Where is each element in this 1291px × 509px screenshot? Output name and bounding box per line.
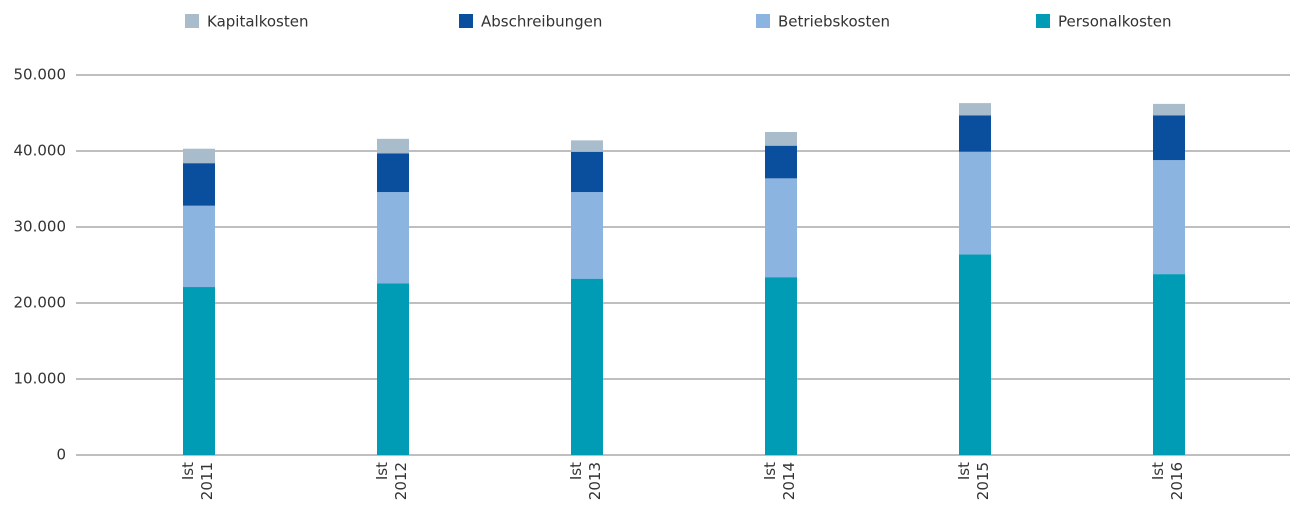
bar-segment	[377, 283, 409, 455]
bar-segment	[1153, 274, 1185, 455]
bar-segment	[377, 138, 409, 154]
bar-segment	[765, 178, 797, 278]
bar-segment	[1153, 103, 1185, 116]
bar-segment	[183, 287, 215, 455]
bar-segment	[183, 148, 215, 164]
y-tick-label: 40.000	[14, 142, 67, 160]
bar-segment	[959, 254, 991, 455]
bar-segment	[571, 140, 603, 152]
bar-segment	[1153, 160, 1185, 275]
y-tick-label: 0	[56, 446, 66, 464]
legend-label: Kapitalkosten	[207, 13, 308, 31]
y-tick-label: 10.000	[14, 370, 67, 388]
bar-segment	[765, 277, 797, 455]
y-tick-label: 20.000	[14, 294, 67, 312]
bar-segment	[183, 205, 215, 288]
bar-segment	[377, 153, 409, 193]
legend-label: Abschreibungen	[481, 13, 602, 31]
x-tick-label: Ist 2011	[179, 462, 216, 501]
legend-label: Betriebskosten	[778, 13, 890, 31]
bar-segment	[959, 151, 991, 255]
y-tick-label: 30.000	[14, 218, 67, 236]
bar-segment	[377, 192, 409, 284]
x-tick-label: Ist 2012	[373, 462, 410, 501]
bar-segment	[959, 103, 991, 116]
bar-segment	[571, 278, 603, 455]
bar-segment	[959, 115, 991, 152]
x-tick-label: Ist 2014	[761, 462, 798, 501]
bar-segment	[183, 163, 215, 206]
legend-swatch	[1036, 14, 1050, 28]
legend-swatch	[185, 14, 199, 28]
bar-segment	[571, 151, 603, 193]
legend-swatch	[459, 14, 473, 28]
bar-segment	[571, 192, 603, 279]
bar-segment	[765, 132, 797, 146]
x-tick-label: Ist 2016	[1149, 462, 1186, 501]
x-tick-label: Ist 2013	[567, 462, 604, 501]
x-tick-label: Ist 2015	[955, 462, 992, 501]
legend-swatch	[756, 14, 770, 28]
y-tick-label: 50.000	[14, 66, 67, 84]
legend-label: Personalkosten	[1058, 13, 1172, 31]
bar-segment	[1153, 115, 1185, 161]
bar-segment	[765, 145, 797, 179]
